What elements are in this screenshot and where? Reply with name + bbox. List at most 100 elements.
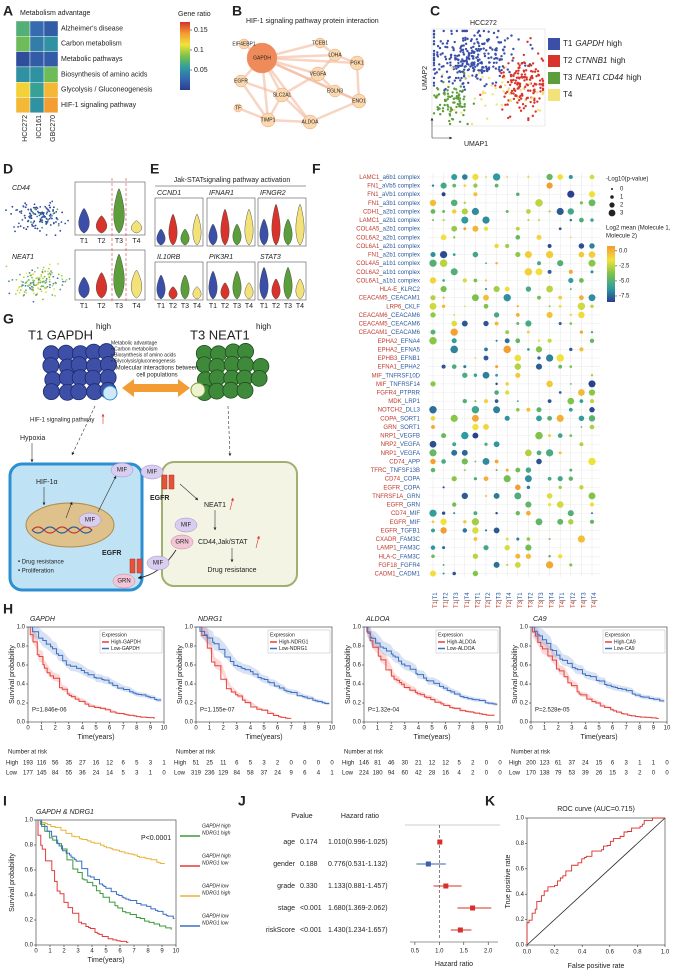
separator: _	[385, 381, 390, 387]
mif-protein	[78, 512, 102, 528]
hazard-ratio: 1.680(1.369-2.062)	[328, 905, 388, 912]
panel-label: I	[3, 793, 7, 809]
row-label: gender	[273, 861, 295, 868]
mif-protein	[110, 462, 134, 478]
umap-point	[455, 88, 458, 91]
dot	[590, 374, 594, 377]
y-tick-label: 0.0	[185, 720, 194, 726]
umap-point	[36, 227, 39, 230]
dot	[483, 355, 489, 361]
umap-point	[529, 69, 533, 73]
x-tick-label: 3	[76, 949, 80, 955]
p-value: 0.330	[300, 883, 318, 890]
umap-point	[461, 70, 464, 73]
umap-point	[41, 219, 44, 222]
umap-point	[498, 85, 502, 89]
receptor: MIF	[410, 511, 421, 517]
risk-count: 1	[652, 761, 656, 767]
x-tick-label: T1	[80, 303, 88, 310]
dot	[577, 302, 586, 311]
p-value: P=1.846e-06	[32, 708, 67, 714]
gene-label: IFNGR2	[260, 190, 286, 197]
umap-point	[441, 42, 445, 45]
x-tick-label: T4	[245, 303, 253, 310]
risk-count: 5	[135, 761, 139, 767]
umap-point	[498, 70, 501, 73]
umap-point	[32, 221, 35, 224]
dot	[473, 537, 478, 541]
umap-point	[45, 233, 48, 236]
dot	[450, 328, 458, 336]
y-tick-label: 1.0	[353, 625, 362, 631]
dot	[506, 176, 509, 178]
umap-point	[492, 31, 496, 35]
umap-point	[434, 96, 438, 99]
dot	[579, 485, 584, 490]
umap-point	[458, 100, 461, 103]
umap-point	[519, 97, 523, 100]
umap-point	[45, 281, 48, 284]
x-axis-label: Time(years)	[580, 734, 617, 741]
umap-point	[470, 46, 473, 50]
umap-point	[452, 108, 456, 111]
pair-label: CD74_MIF	[391, 511, 420, 517]
dot	[536, 458, 542, 465]
umap-point	[503, 45, 506, 49]
umap-point	[62, 280, 64, 283]
umap-point	[478, 34, 482, 37]
receptor: VEGFA	[400, 450, 420, 456]
receptor: EFNA5	[401, 347, 421, 353]
risk-count: 11	[220, 761, 227, 767]
dot	[450, 268, 458, 276]
umap-point	[503, 95, 506, 98]
umap-point	[530, 74, 534, 78]
umap-point	[432, 43, 436, 46]
umap-point	[449, 64, 452, 67]
x-tick-label: T3	[115, 238, 123, 245]
dot	[526, 510, 531, 516]
dot	[450, 414, 458, 422]
dashed-arrow	[71, 405, 96, 456]
violin	[95, 272, 108, 299]
survival-curve	[28, 626, 155, 719]
receptor: COPA	[403, 476, 420, 482]
umap-point	[455, 105, 458, 109]
ligand: CEACAM1	[359, 330, 389, 336]
umap-point	[463, 71, 466, 75]
umap-point	[36, 277, 39, 279]
x-tick-label: 4	[584, 726, 588, 732]
umap-point	[46, 208, 49, 211]
violin	[244, 209, 254, 246]
x-tick-label: 0.6	[606, 950, 615, 956]
umap-point	[455, 91, 459, 94]
umap-point	[21, 284, 24, 287]
umap-point	[24, 284, 27, 287]
risk-count: 0	[317, 761, 321, 767]
dot	[569, 313, 572, 317]
ligand: FN1	[367, 192, 379, 198]
umap-point	[37, 278, 40, 281]
separator: _	[395, 571, 400, 577]
legend-label: NDRG1 high	[202, 890, 231, 896]
risk-count: 5	[458, 761, 462, 767]
umap-point	[445, 42, 449, 45]
umap-point	[432, 76, 436, 80]
umap-point	[512, 56, 515, 60]
dot	[494, 243, 499, 249]
legend-label: High-GAPDH	[111, 639, 141, 645]
risk-group: Low	[174, 771, 186, 777]
ligand: FN1	[367, 183, 379, 189]
umap-point	[476, 64, 479, 67]
target: T2	[528, 592, 534, 600]
dot	[569, 236, 572, 239]
dot	[463, 305, 466, 308]
umap-point	[508, 92, 511, 96]
dot	[588, 415, 596, 422]
network-node	[233, 103, 243, 113]
dot	[495, 365, 499, 369]
dot	[588, 389, 596, 396]
ligand: CD74	[391, 511, 407, 517]
y-tick-label: 0.6	[17, 663, 26, 669]
violin	[295, 204, 305, 246]
dot	[451, 449, 458, 456]
